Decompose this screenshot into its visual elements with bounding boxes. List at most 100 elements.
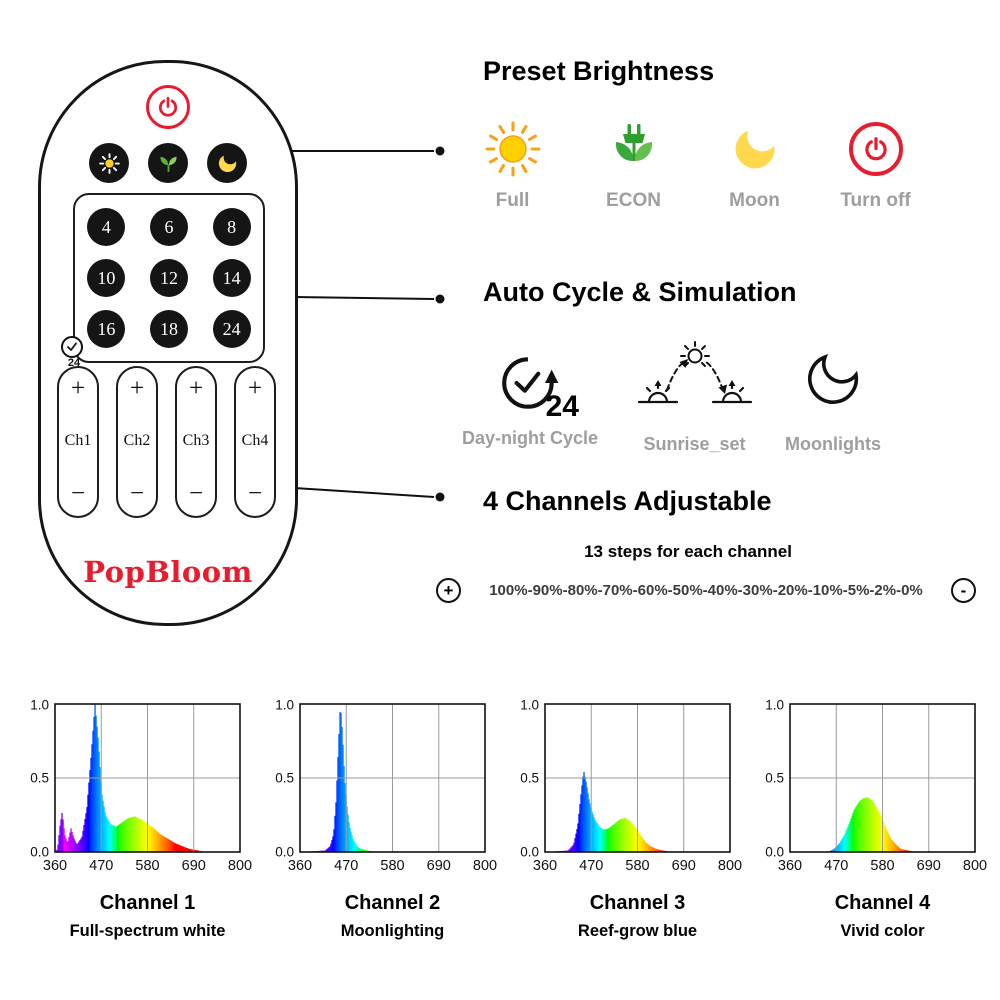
timer-button-4[interactable]: 4 <box>87 208 126 246</box>
auto-item-day-night: 24 Day-night Cycle <box>455 350 605 449</box>
preset-label-turn-off: Turn off <box>840 190 911 211</box>
moon-icon <box>735 130 775 169</box>
timer-button-12[interactable]: 12 <box>149 259 188 297</box>
svg-text:470: 470 <box>579 858 603 874</box>
preset-item-moon: Moon <box>694 118 815 212</box>
spectrum-plot-2: 360 470 580 690 800 1.0 0.5 0.0 <box>255 698 500 878</box>
sun-icon <box>98 152 120 174</box>
econ-mode-button[interactable] <box>148 143 188 183</box>
preset-label-full: Full <box>495 190 530 211</box>
ch1-label: Ch1 <box>64 432 92 449</box>
auto-label-sunrise-set: Sunrise_set <box>643 434 746 454</box>
preset-label-econ: ECON <box>606 190 661 211</box>
chart-1-subtitle: Full-spectrum white <box>69 922 226 940</box>
remote-control: 4 6 8 10 12 14 16 18 24 24 + Ch1 − + Ch2… <box>38 60 298 626</box>
preset-row: Full ECON Moon <box>452 118 936 212</box>
svg-text:580: 580 <box>870 858 894 874</box>
preset-brightness-title: Preset Brightness <box>483 56 715 86</box>
channel-1-control: + Ch1 − <box>57 366 99 518</box>
chart-2-subtitle: Moonlighting <box>340 922 445 940</box>
svg-text:360: 360 <box>288 858 312 874</box>
channel-1-chart: 360 470 580 690 800 1.0 0.5 0.0 Channel 1 Full-… <box>10 698 255 941</box>
ch4-plus-button[interactable]: + <box>247 375 263 402</box>
moon-icon <box>218 155 236 172</box>
timer-button-24[interactable]: 24 <box>212 310 251 348</box>
step-plus-button[interactable]: + <box>436 578 461 603</box>
svg-text:1.0: 1.0 <box>520 698 539 713</box>
steps-percentages: 100%-90%-80%-70%-60%-50%-40%-30%-20%-10%… <box>489 582 923 599</box>
channel-2-chart: 360 470 580 690 800 1.0 0.5 0.0 Channel 2 Moonl… <box>255 698 500 941</box>
svg-text:580: 580 <box>380 858 404 874</box>
clock-24-icon <box>502 357 559 409</box>
brand-logo: PopBloom <box>83 555 253 589</box>
svg-text:470: 470 <box>824 858 848 874</box>
preset-label-moon: Moon <box>729 190 780 211</box>
mode-row <box>41 143 295 183</box>
svg-text:690: 690 <box>182 858 206 874</box>
svg-text:800: 800 <box>718 858 742 874</box>
svg-text:0.0: 0.0 <box>275 845 294 860</box>
spectrum-plot-3: 360 470 580 690 800 1.0 0.5 0.0 <box>500 698 745 878</box>
auto-item-moonlights: Moonlights <box>768 348 898 455</box>
ch2-plus-button[interactable]: + <box>129 375 145 402</box>
svg-text:1.0: 1.0 <box>30 698 49 713</box>
svg-text:360: 360 <box>778 858 802 874</box>
channel-2-control: + Ch2 − <box>116 366 158 518</box>
auto-label-moonlights: Moonlights <box>785 434 881 454</box>
timer-button-16[interactable]: 16 <box>87 310 126 348</box>
svg-text:0.0: 0.0 <box>520 845 539 860</box>
timer-button-8[interactable]: 8 <box>212 208 251 246</box>
spectrum-plot-1: 360 470 580 690 800 1.0 0.5 0.0 <box>10 698 255 878</box>
spectrum-plot-4: 360 470 580 690 800 1.0 0.5 0.0 <box>745 698 990 878</box>
svg-text:690: 690 <box>917 858 941 874</box>
svg-text:470: 470 <box>89 858 113 874</box>
sun-icon <box>485 121 540 177</box>
timer-button-10[interactable]: 10 <box>87 259 126 297</box>
svg-text:0.5: 0.5 <box>520 771 539 786</box>
ch1-plus-button[interactable]: + <box>70 375 86 402</box>
econ-plant-icon <box>615 124 652 161</box>
ch2-label: Ch2 <box>123 432 151 449</box>
ch3-label: Ch3 <box>182 432 210 449</box>
auto-label-day-night: Day-night Cycle <box>461 428 599 448</box>
timer-button-18[interactable]: 18 <box>149 310 188 348</box>
ch3-minus-button[interactable]: − <box>188 480 204 507</box>
ch2-minus-button[interactable]: − <box>129 480 145 507</box>
preset-item-econ: ECON <box>573 118 694 212</box>
ch3-plus-button[interactable]: + <box>188 375 204 402</box>
svg-text:0.5: 0.5 <box>30 771 49 786</box>
chart-2-title: Channel 2 <box>344 892 441 914</box>
timer-numpad: 4 6 8 10 12 14 16 18 24 <box>73 193 265 363</box>
power-button[interactable] <box>146 85 190 129</box>
svg-text:690: 690 <box>672 858 696 874</box>
chart-3-subtitle: Reef-grow blue <box>577 922 698 940</box>
timer-button-14[interactable]: 14 <box>212 259 251 297</box>
timer-button-6[interactable]: 6 <box>149 208 188 246</box>
step-minus-button[interactable]: - <box>951 578 976 603</box>
auto-cycle-title: Auto Cycle & Simulation <box>483 277 797 307</box>
chart-3-title: Channel 3 <box>589 892 686 914</box>
svg-text:360: 360 <box>43 858 67 874</box>
sun-mode-button[interactable] <box>89 143 129 183</box>
clock-24-icon: 24 <box>59 335 89 369</box>
chart-4-title: Channel 4 <box>834 892 931 914</box>
ch1-minus-button[interactable]: − <box>70 480 86 507</box>
moon-mode-button[interactable] <box>207 143 247 183</box>
channel-3-chart: 360 470 580 690 800 1.0 0.5 0.0 Channel 3 Reef-… <box>500 698 745 941</box>
svg-text:690: 690 <box>427 858 451 874</box>
channel-4-control: + Ch4 − <box>234 366 276 518</box>
svg-text:800: 800 <box>963 858 987 874</box>
svg-text:0.5: 0.5 <box>275 771 294 786</box>
channels-title: 4 Channels Adjustable <box>483 486 772 516</box>
ch4-minus-button[interactable]: − <box>247 480 263 507</box>
svg-text:470: 470 <box>334 858 358 874</box>
svg-text:360: 360 <box>533 858 557 874</box>
chart-4-subtitle: Vivid color <box>840 922 925 940</box>
moon-outline-icon <box>808 353 859 404</box>
power-icon <box>848 122 903 176</box>
sunrise-set-icon <box>637 341 752 404</box>
auto-item-sunrise-set: Sunrise_set <box>612 340 777 455</box>
clock-24-badge: 24 <box>545 390 579 423</box>
power-icon <box>158 96 178 117</box>
svg-text:0.0: 0.0 <box>30 845 49 860</box>
